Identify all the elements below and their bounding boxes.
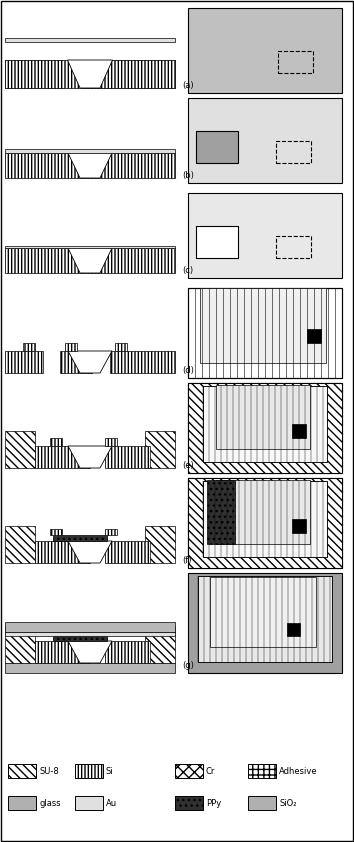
Text: SiO₂: SiO₂ [279,798,297,807]
Polygon shape [68,60,113,88]
Bar [8,764,36,778]
Bar [188,98,342,183]
Bar [188,383,342,473]
Bar [50,438,62,446]
Bar [307,329,321,343]
Bar [5,38,175,42]
Bar [83,60,175,88]
Bar [75,764,103,778]
Bar [210,577,316,647]
Bar [200,288,326,363]
Text: Si: Si [106,766,114,775]
Bar [5,663,175,673]
Text: (d): (d) [182,366,194,375]
Bar [105,541,150,563]
Bar [276,236,311,258]
Bar [53,535,107,541]
Bar [35,541,90,563]
Polygon shape [68,351,112,373]
Bar [5,149,175,153]
Bar [50,529,62,535]
Text: (b): (b) [182,171,194,180]
Bar [198,576,332,662]
Bar [188,573,342,673]
Bar [203,386,327,462]
Bar [5,153,175,178]
Bar [8,796,36,810]
Bar [175,796,203,810]
Text: SU-8: SU-8 [39,766,59,775]
Text: (g): (g) [182,661,194,670]
Bar [145,526,175,563]
Text: Cr: Cr [206,766,215,775]
Bar [216,385,310,449]
Bar [175,764,203,778]
Bar [60,351,92,373]
Bar [5,626,35,663]
Polygon shape [68,248,112,273]
Polygon shape [68,641,112,663]
Bar [5,431,35,468]
Bar [5,60,175,88]
Bar [292,519,306,533]
Bar [105,529,117,535]
Bar [5,622,175,632]
Bar [188,478,342,568]
Bar [203,481,327,557]
Bar [145,626,175,663]
Bar [105,438,117,446]
Bar [188,288,342,378]
Bar [75,796,103,810]
Bar [145,431,175,468]
Bar [53,636,107,641]
Text: (f): (f) [182,556,192,565]
Text: PPy: PPy [206,798,221,807]
Bar [198,576,332,662]
Bar [5,248,175,273]
Bar [5,351,43,373]
Bar [276,141,311,163]
Bar [115,343,127,351]
Bar [105,446,150,468]
Bar [110,351,175,373]
Polygon shape [68,153,112,178]
Bar [188,288,342,378]
Polygon shape [68,446,112,468]
Bar [278,51,313,73]
Bar [105,641,150,663]
Bar [65,343,77,351]
Bar [248,764,276,778]
Bar [188,478,342,568]
Text: (a): (a) [182,81,194,90]
Bar [248,796,276,810]
Bar [203,481,327,557]
Text: (e): (e) [182,461,194,470]
Bar [203,386,327,462]
Text: glass: glass [39,798,61,807]
Bar [23,343,35,351]
Bar [188,193,342,278]
Bar [188,8,342,93]
Bar [35,641,90,663]
Bar [5,246,175,248]
Bar [216,480,310,544]
Bar [207,480,235,544]
Bar [5,632,175,636]
Bar [196,131,238,163]
Bar [292,424,306,438]
Bar [287,623,300,636]
Text: (c): (c) [182,266,193,275]
Bar [5,60,63,88]
Bar [5,526,35,563]
Text: Adhesive: Adhesive [279,766,318,775]
Bar [196,226,238,258]
Text: Au: Au [106,798,117,807]
Bar [35,446,90,468]
Polygon shape [68,541,112,563]
Bar [188,383,342,473]
